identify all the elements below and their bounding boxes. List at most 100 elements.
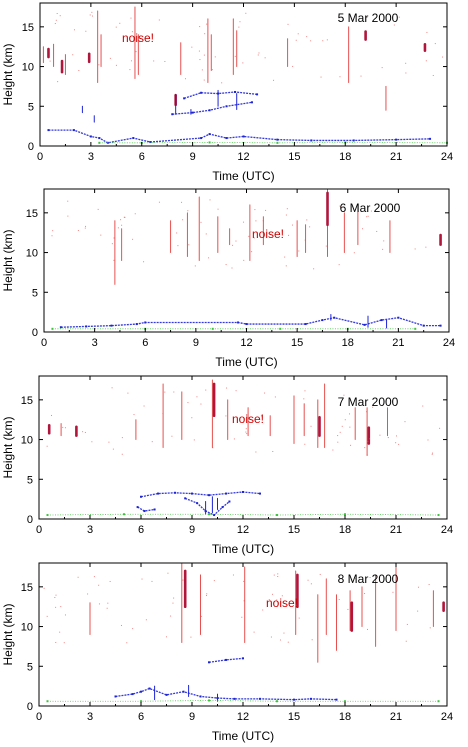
cloud_low_band-point-7 — [245, 323, 248, 326]
noise-speckle — [245, 431, 247, 433]
cloud_low_band-point-6 — [228, 500, 231, 503]
noise-speckle — [67, 215, 69, 217]
noise-speckle — [60, 606, 62, 608]
noise-speckle — [362, 228, 364, 230]
x-tick-label: 9 — [193, 337, 199, 349]
cloud_low_band-point-4 — [225, 105, 228, 108]
noise-speckle — [372, 406, 374, 408]
noise-speckle — [187, 402, 189, 404]
noise-speckle — [191, 46, 193, 48]
noise-speckle — [206, 594, 208, 596]
noise-speckle — [231, 267, 233, 269]
cloud_low_band-point-3 — [89, 135, 92, 138]
cloud_low_band-point-2 — [157, 492, 159, 495]
noise-speckle — [55, 19, 57, 21]
cloud_low_band-trace-4 — [208, 657, 244, 663]
noise-speckle — [206, 593, 208, 595]
cloud_low_band-point-3 — [208, 109, 211, 112]
x-tick-label: 15 — [288, 524, 300, 536]
noise-speckle — [211, 69, 213, 71]
noise-speckle — [55, 606, 57, 608]
cloud_low_band-point-1 — [59, 326, 62, 329]
noise-speckle — [158, 201, 160, 203]
noise-speckle — [417, 610, 419, 612]
noise-speckle — [206, 23, 208, 25]
noise-speckle — [297, 33, 299, 35]
noise-speckle — [226, 387, 228, 389]
x-tick-label: 24 — [443, 337, 455, 349]
y-tick-label: 5 — [27, 474, 33, 486]
noise-speckle — [255, 451, 257, 453]
noise-speckle — [78, 70, 80, 72]
noise-speckle — [91, 11, 93, 13]
x-tick-label: 3 — [87, 711, 93, 723]
noise-speckle — [158, 19, 160, 21]
noise-speckle — [233, 438, 235, 440]
noise-speckle — [245, 428, 247, 430]
x-axis-label: Time (UTC) — [212, 729, 274, 743]
noise-speckle — [121, 453, 123, 455]
cloud_low_band-point-2 — [72, 129, 75, 132]
noise-speckle — [196, 396, 198, 398]
noise-annotation: noise! — [232, 412, 264, 426]
noise-speckle — [310, 583, 312, 585]
noise-speckle — [176, 232, 178, 234]
noise-speckle — [339, 431, 341, 433]
x-tick-label: 9 — [189, 711, 195, 723]
noise-speckle — [332, 449, 334, 451]
noise-speckle — [322, 40, 324, 42]
noise-speckle — [97, 208, 99, 210]
noise-speckle — [393, 24, 395, 26]
ground-point-1 — [46, 700, 49, 703]
ground-point-4 — [276, 700, 278, 703]
y-tick-label: 5 — [27, 661, 33, 673]
cloud_low_band-point-12 — [276, 138, 279, 141]
noise-speckle — [100, 234, 102, 236]
ground-point-3 — [208, 141, 211, 144]
x-tick-label: 15 — [291, 337, 303, 349]
y-tick-label: 15 — [22, 22, 34, 34]
noise-speckle — [225, 415, 227, 417]
noise-speckle — [432, 452, 434, 454]
cloud_low_band-trace-4 — [140, 491, 261, 498]
noise-speckle — [310, 40, 312, 42]
noise-speckle — [404, 421, 406, 423]
cloud_low_band-trace-4 — [48, 129, 431, 144]
noise-speckle — [272, 593, 274, 595]
noise-speckle — [243, 580, 245, 582]
cloud_low_band-trace-6 — [137, 506, 155, 512]
noise-speckle — [170, 615, 172, 617]
cloud_low_band-point-8 — [200, 137, 203, 140]
cloud_low_band-point-1 — [184, 497, 187, 500]
noise-speckle — [130, 60, 132, 62]
noise-speckle — [366, 454, 368, 456]
noise-speckle — [108, 441, 110, 443]
noise-speckle — [198, 50, 200, 52]
cloud_low_band-point-11 — [293, 698, 295, 701]
cloud_low_band-point-2 — [191, 111, 194, 114]
cloud_low_band-point-6 — [132, 137, 135, 140]
noise-speckle — [55, 594, 57, 596]
noise-speckle — [319, 573, 321, 575]
cloud_low_band-point-2 — [131, 693, 134, 696]
cloud_low_band-point-4 — [135, 323, 138, 326]
noise-speckle — [212, 447, 214, 449]
noise-speckle — [115, 26, 117, 28]
noise-speckle — [258, 52, 260, 54]
noise-speckle — [239, 21, 241, 23]
x-tick-label: 24 — [441, 711, 453, 723]
noise-speckle — [325, 245, 327, 247]
noise-speckle — [339, 205, 341, 207]
noise-speckle — [209, 199, 211, 201]
noise-speckle — [349, 426, 351, 428]
noise-speckle — [153, 60, 155, 62]
cloud_low_band-point-11 — [242, 135, 245, 138]
cloud_low_band-point-3 — [242, 657, 244, 660]
x-tick-label: 6 — [142, 337, 148, 349]
cloud_low_band-point-3 — [110, 324, 113, 327]
noise-speckle — [246, 433, 248, 435]
noise-speckle — [151, 441, 153, 443]
noise-speckle — [344, 419, 346, 421]
noise-speckle — [59, 631, 61, 633]
cloud_low_band-point-4 — [98, 137, 101, 140]
